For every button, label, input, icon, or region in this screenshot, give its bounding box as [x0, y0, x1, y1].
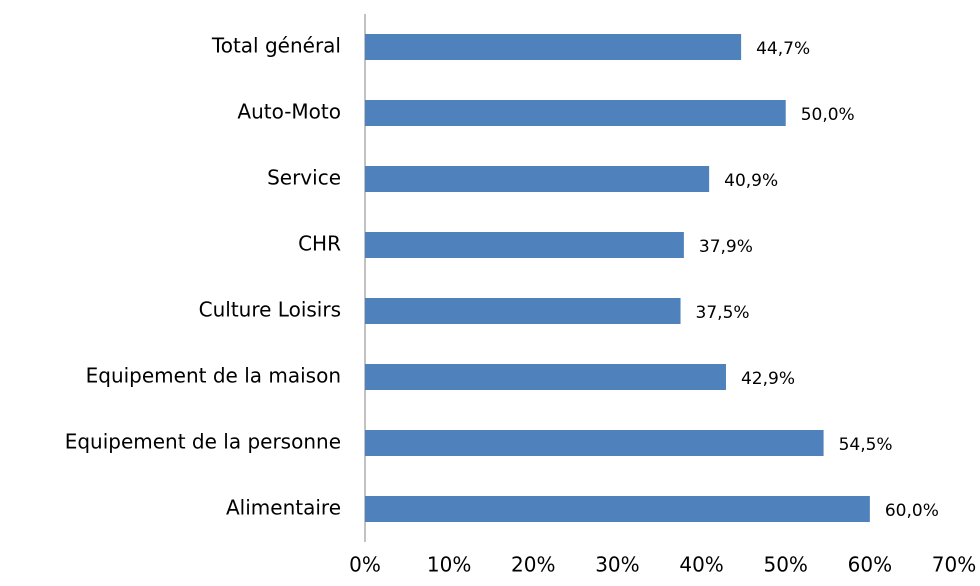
x-tick-label: 40%: [679, 553, 723, 577]
x-tick-label: 10%: [427, 553, 471, 577]
y-tick-label: Alimentaire: [226, 496, 341, 520]
x-tick-label: 50%: [763, 553, 807, 577]
value-label: 42,9%: [741, 369, 795, 389]
y-tick-label: Equipement de la personne: [65, 430, 341, 454]
x-tick-label: 0%: [349, 553, 381, 577]
bar: [365, 100, 786, 126]
y-tick-label: Equipement de la maison: [86, 364, 341, 388]
value-label: 54,5%: [839, 435, 893, 455]
x-tick-label: 20%: [511, 553, 555, 577]
value-label: 37,5%: [696, 303, 750, 323]
x-tick-label: 60%: [848, 553, 892, 577]
bar: [365, 298, 681, 324]
value-label: 50,0%: [801, 105, 855, 125]
value-label: 37,9%: [699, 237, 753, 257]
bar: [365, 232, 684, 258]
value-label: 40,9%: [724, 171, 778, 191]
x-tick-label: 70%: [932, 553, 976, 577]
y-tick-label: Auto-Moto: [237, 100, 341, 124]
y-tick-label: CHR: [298, 232, 341, 256]
y-tick-label: Service: [267, 166, 341, 190]
value-label: 44,7%: [756, 39, 810, 59]
bar: [365, 496, 870, 522]
bar: [365, 430, 824, 456]
value-label: 60,0%: [885, 501, 939, 521]
y-tick-label: Total général: [211, 34, 341, 58]
x-tick-label: 30%: [595, 553, 639, 577]
bar: [365, 166, 710, 192]
bar: [365, 364, 726, 390]
y-tick-label: Culture Loisirs: [199, 298, 341, 322]
bar: [365, 34, 742, 60]
